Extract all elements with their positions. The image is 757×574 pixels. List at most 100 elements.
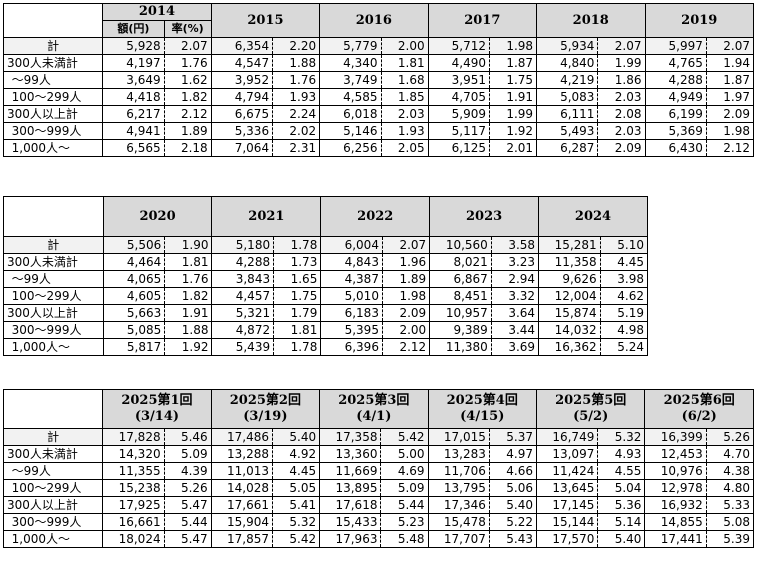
- amount-cell: 4,843: [320, 253, 383, 271]
- round-title: 2025第5回: [555, 393, 627, 408]
- rate-cell: 1.76: [272, 71, 321, 89]
- rate-cell: 5.09: [380, 479, 429, 497]
- column-header: 2022: [320, 196, 431, 237]
- amount-cell: 4,418: [102, 88, 165, 106]
- amount-cell: 8,021: [429, 253, 492, 271]
- rate-cell: 4.45: [272, 462, 321, 480]
- round-title: 2025第3回: [338, 393, 410, 408]
- table-row-r-100-299: 100～299人 15,238 5.26 14,028 5.05 13,895 5.09 13…: [2, 479, 755, 497]
- column-header: 2017: [427, 3, 538, 38]
- rate-cell: 1.73: [273, 253, 322, 271]
- amount-subheader: 額(円): [102, 20, 165, 38]
- amount-cell: 17,925: [102, 496, 165, 514]
- rate-cell: 1.98: [381, 287, 431, 305]
- row-label: 100～299人: [9, 479, 104, 497]
- rate-cell: 5.41: [272, 496, 321, 514]
- rate-cell: 3.69: [490, 338, 540, 356]
- rate-cell: 2.31: [272, 139, 321, 157]
- rate-cell: 5.40: [488, 496, 537, 514]
- amount-cell: 17,828: [102, 428, 165, 446]
- subheader-row: 額(円) 率(%): [4, 20, 754, 38]
- rate-cell: 2.12: [163, 105, 212, 123]
- rate-cell: 5.22: [488, 513, 537, 531]
- amount-cell: 6,430: [644, 139, 707, 157]
- amount-cell: 17,857: [210, 530, 274, 548]
- rate-cell: 5.40: [597, 530, 646, 548]
- amount-cell: 16,661: [102, 513, 165, 531]
- amount-cell: 15,874: [538, 304, 601, 322]
- amount-cell: 4,219: [536, 71, 599, 89]
- amount-cell: 14,855: [644, 513, 707, 531]
- rate-cell: 2.09: [705, 105, 755, 123]
- wage-table-2014-2019: 2014 2015 2016 2017 2018 2019 額(円) 率(%) …: [2, 3, 755, 157]
- round-title: 2025第1回: [121, 393, 193, 408]
- amount-cell: 4,340: [319, 54, 382, 72]
- rate-cell: 1.96: [381, 253, 431, 271]
- rate-cell: 5.33: [705, 496, 755, 514]
- rate-cell: 5.19: [599, 304, 649, 322]
- rate-cell: 1.76: [163, 54, 212, 72]
- row-label: 計: [2, 37, 104, 55]
- table-row-over300: 300人以上計 6,217 2.12 6,675 2.24 6,018 2.03 5,909 1…: [2, 105, 755, 123]
- rate-cell: 1.91: [164, 304, 213, 322]
- row-label: 300～999人: [9, 513, 104, 531]
- wage-table-2025-rounds: 2025第1回 (3/14) 2025第2回 (3/19) 2025第3回 (4/1)…: [2, 389, 755, 548]
- amount-cell: 6,675: [210, 105, 274, 123]
- amount-cell: 4,464: [102, 253, 166, 271]
- table-row-total: 計 5,928 2.07 6,354 2.20 5,779 2.00 5,712 1.98 5,9…: [2, 37, 755, 55]
- rate-cell: 5.14: [597, 513, 646, 531]
- amount-cell: 4,288: [211, 253, 275, 271]
- table-row-r-1000: 1,000人～ 5,817 1.92 5,439 1.78 6,396 2.12 11,380…: [2, 338, 649, 356]
- rate-cell: 2.12: [381, 338, 431, 356]
- amount-cell: 4,765: [644, 54, 707, 72]
- rate-cell: 2.07: [381, 236, 431, 254]
- amount-cell: 3,843: [211, 270, 275, 288]
- rate-cell: 2.03: [597, 122, 646, 140]
- rate-cell: 5.04: [597, 479, 646, 497]
- rate-cell: 4.93: [597, 445, 646, 463]
- amount-cell: 13,097: [535, 445, 599, 463]
- rate-cell: 2.08: [597, 105, 646, 123]
- amount-cell: 15,281: [538, 236, 601, 254]
- table-row-under300: 300人未満計 4,464 1.81 4,288 1.73 4,843 1.96 8,021 3…: [3, 253, 649, 271]
- corner-cell: [2, 3, 104, 38]
- amount-cell: 17,486: [210, 428, 274, 446]
- rate-cell: 2.03: [597, 88, 646, 106]
- amount-cell: 6,354: [210, 37, 274, 55]
- amount-cell: 13,645: [535, 479, 599, 497]
- amount-cell: 5,779: [319, 37, 382, 55]
- rate-cell: 1.88: [164, 321, 213, 339]
- rate-cell: 5.39: [705, 530, 755, 548]
- rate-cell: 5.42: [380, 428, 429, 446]
- table-row-r-300-999: 300～999人 16,661 5.44 15,904 5.32 15,433 5.23 15…: [2, 513, 755, 531]
- row-label: 300～999人: [9, 321, 104, 339]
- table-row-over300: 300人以上計 5,663 1.91 5,321 1.79 6,183 2.09 10,957…: [3, 304, 649, 322]
- rate-cell: 5.05: [272, 479, 321, 497]
- amount-cell: 5,085: [102, 321, 166, 339]
- rate-cell: 3.64: [490, 304, 540, 322]
- rate-cell: 1.92: [488, 122, 538, 140]
- round-date: (3/14): [134, 409, 180, 424]
- table-row-r-300-999: 300～999人 5,085 1.88 4,872 1.81 5,395 2.00 9,389…: [2, 321, 649, 339]
- column-header: 2020: [102, 196, 213, 237]
- amount-cell: 4,949: [644, 88, 707, 106]
- row-label: 1,000人～: [9, 338, 104, 356]
- amount-cell: 5,493: [536, 122, 599, 140]
- column-header: 2019: [644, 3, 754, 38]
- row-label: 100～299人: [9, 88, 104, 106]
- amount-cell: 12,978: [644, 479, 707, 497]
- amount-cell: 17,707: [427, 530, 490, 548]
- amount-cell: 4,490: [427, 54, 490, 72]
- rate-cell: 5.47: [163, 496, 212, 514]
- amount-cell: 5,336: [210, 122, 274, 140]
- amount-cell: 4,705: [427, 88, 490, 106]
- round-header: 2025第3回 (4/1): [319, 389, 429, 429]
- rate-cell: 2.09: [597, 139, 646, 157]
- amount-cell: 5,395: [320, 321, 383, 339]
- amount-cell: 8,451: [429, 287, 492, 305]
- amount-cell: 4,197: [102, 54, 165, 72]
- rate-cell: 3.32: [490, 287, 540, 305]
- rate-cell: 1.81: [273, 321, 322, 339]
- amount-cell: 6,199: [644, 105, 707, 123]
- rate-cell: 2.07: [597, 37, 646, 55]
